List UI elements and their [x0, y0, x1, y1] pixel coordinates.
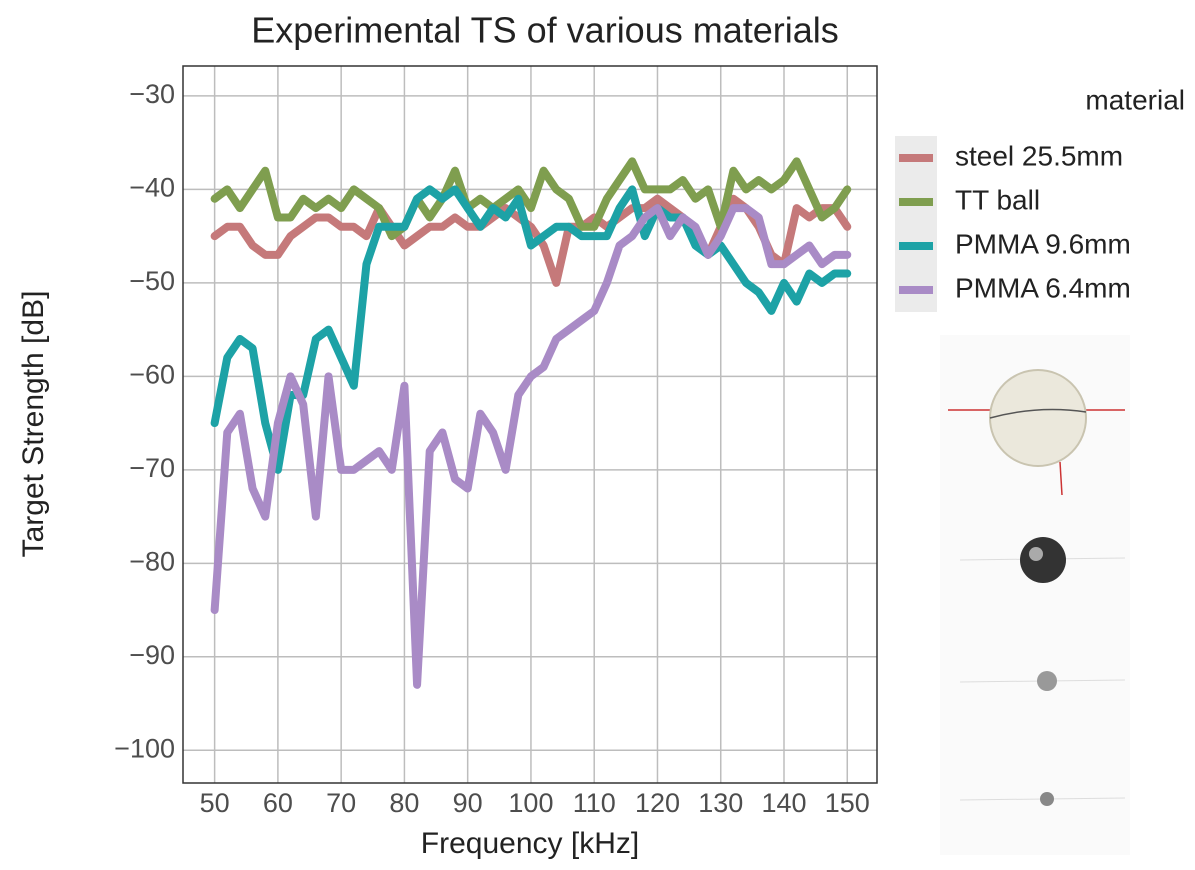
plot-border [182, 65, 878, 784]
legend-label: TT ball [955, 184, 1040, 215]
y-axis-label: Target Strength [dB] [17, 291, 50, 558]
photos [940, 335, 1130, 855]
x-tick-label: 100 [508, 788, 553, 818]
line [210, 157, 852, 241]
y-tick-label: −70 [129, 453, 175, 483]
x-tick-label: 150 [825, 788, 870, 818]
legend-label: steel 25.5mm [955, 140, 1123, 171]
legend-label: PMMA 9.6mm [955, 228, 1131, 259]
x-tick-label: 80 [389, 788, 419, 818]
legend-title: material [1085, 84, 1185, 115]
x-tick-label: 140 [761, 788, 806, 818]
y-tick-label: −40 [129, 173, 175, 203]
x-tick-label: 70 [326, 788, 356, 818]
x-tick-label: 50 [200, 788, 230, 818]
x-tick-label: 120 [635, 788, 680, 818]
x-tick-label: 110 [573, 788, 616, 818]
x-axis-label: Frequency [kHz] [421, 827, 639, 860]
legend-label: PMMA 6.4mm [955, 272, 1131, 303]
line [210, 204, 852, 689]
legend: steel 25.5mm TT ball PMMA 9.6mm PMMA 6.4mm [895, 136, 1131, 312]
chart-title: Experimental TS of various materials [251, 10, 839, 51]
y-tick-label: −60 [129, 359, 175, 389]
line [210, 185, 852, 474]
y-tick-label: −100 [114, 733, 175, 763]
x-tick-label: 60 [263, 788, 293, 818]
y-tick-label: −50 [129, 266, 175, 296]
y-tick-label: −30 [129, 79, 175, 109]
x-tick-label: 130 [698, 788, 743, 818]
x-tick-label: 90 [453, 788, 483, 818]
y-tick-label: −80 [129, 546, 175, 576]
y-tick-label: −90 [129, 640, 175, 670]
